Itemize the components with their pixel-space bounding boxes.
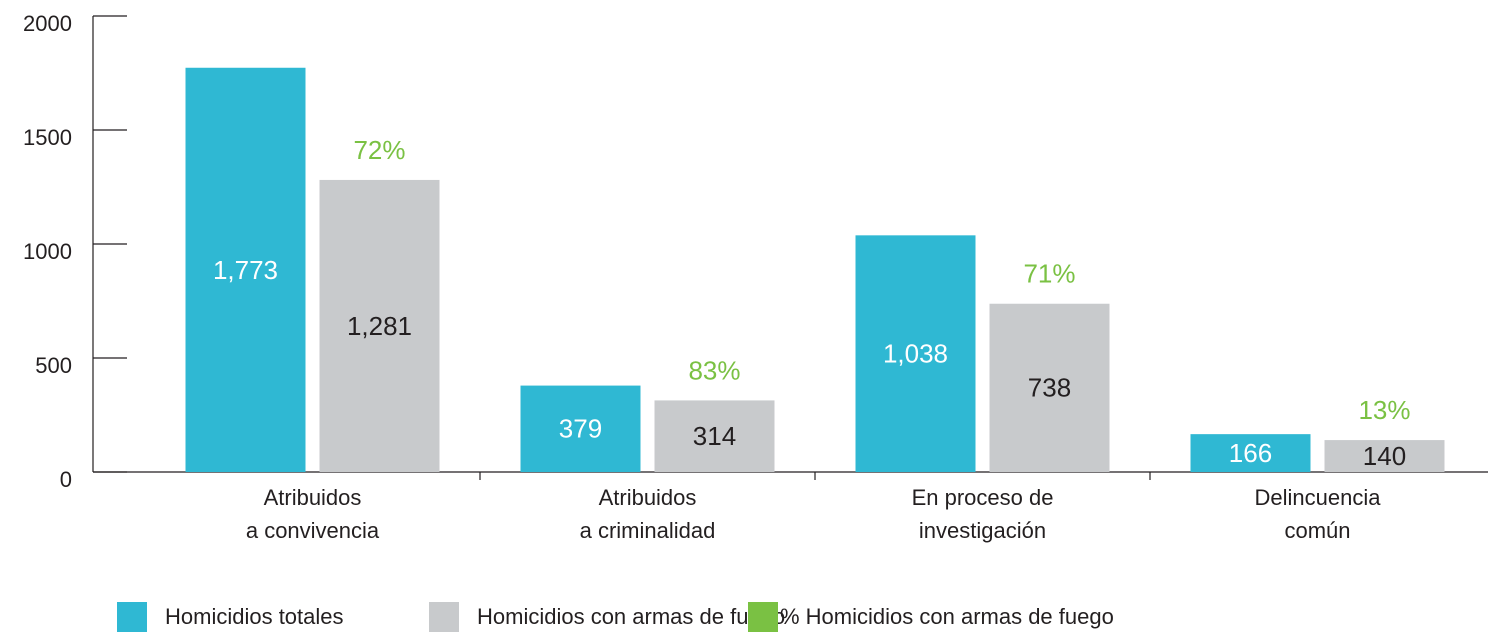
bar-value-label: 379 [559,414,602,444]
bar [1190,434,1311,472]
bar [319,179,440,472]
legend-swatch [748,602,778,632]
y-tick-label: 500 [35,353,72,378]
bar [520,385,641,472]
bar-value-label: 140 [1363,441,1406,471]
bar [654,400,775,472]
bar [1324,440,1445,472]
x-tick-label: Delincuencia común [1254,485,1381,543]
bar-value-label: 314 [693,421,736,451]
x-tick-label: Atribuidos a convivencia [245,485,380,543]
bar-value-label: 738 [1028,373,1071,403]
percent-label: 71% [1023,259,1075,289]
bar [989,303,1110,472]
bar-value-label: 1,281 [347,311,412,341]
x-tick-label: En proceso de investigación [911,485,1054,543]
legend-label: Homicidios con armas de fuego [477,604,785,629]
percent-label: 83% [688,355,740,385]
bar-value-label: 1,038 [883,339,948,369]
legend-label: % Homicidios con armas de fuego [780,604,1114,629]
bar-value-label: 166 [1229,438,1272,468]
legend-label: Homicidios totales [165,604,344,629]
percent-label: 13% [1358,395,1410,425]
legend-swatch [429,602,459,632]
bar [855,235,976,472]
y-tick-label: 1500 [23,125,72,150]
y-tick-label: 2000 [23,11,72,36]
bar-value-label: 1,773 [213,255,278,285]
percent-label: 72% [353,135,405,165]
bar [185,67,306,473]
y-tick-label: 1000 [23,239,72,264]
x-tick-label: Atribuidos a criminalidad [579,485,716,543]
legend-swatch [117,602,147,632]
y-tick-label: 0 [60,467,72,492]
